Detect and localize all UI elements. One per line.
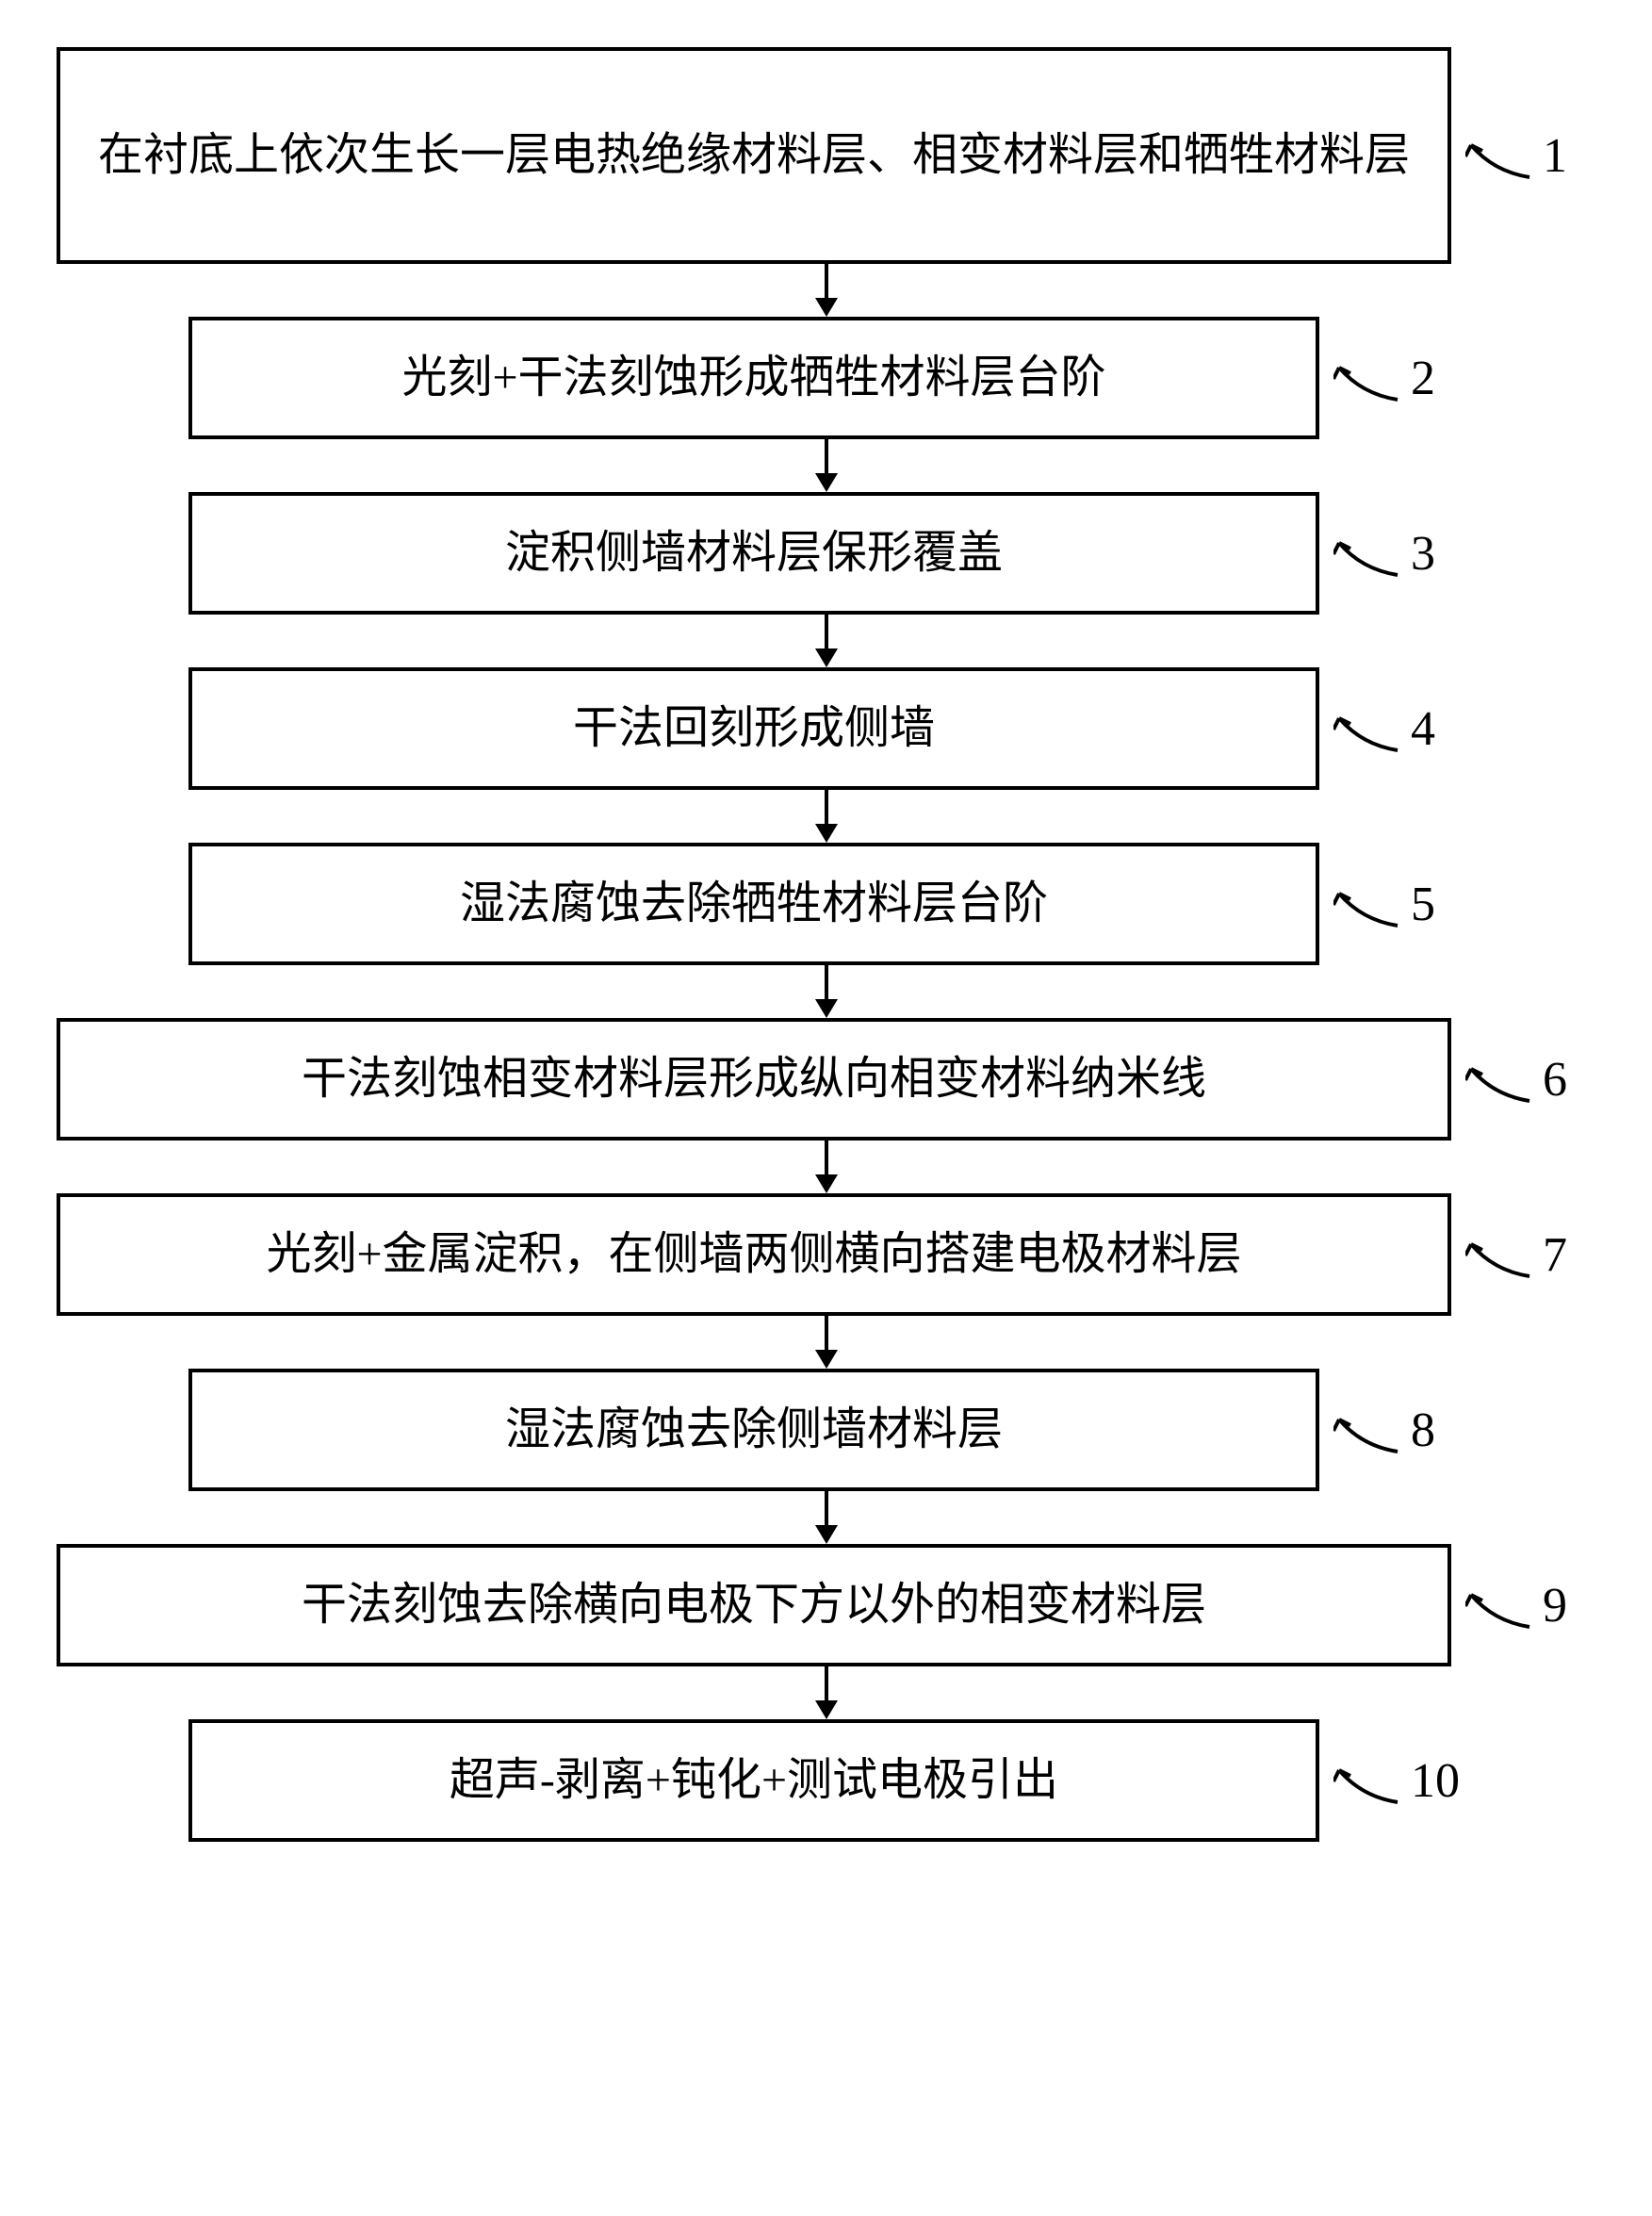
step-box-2: 光刻+干法刻蚀形成牺牲材料层台阶 [188, 317, 1319, 439]
curved-arrow-icon [1333, 1406, 1399, 1453]
connector-arrow [57, 615, 1595, 667]
connector-arrow [57, 1491, 1595, 1544]
step-box-4: 干法回刻形成侧墙 [188, 667, 1319, 790]
step-row-2: 光刻+干法刻蚀形成牺牲材料层台阶 2 [57, 317, 1595, 439]
step-label-2: 2 [1333, 351, 1435, 406]
connector-arrow [57, 790, 1595, 843]
step-number: 6 [1543, 1052, 1567, 1108]
step-text: 湿法腐蚀去除侧墙材料层 [505, 1387, 1003, 1472]
step-number: 3 [1411, 526, 1435, 582]
curved-arrow-icon [1465, 1231, 1531, 1278]
step-row-3: 淀积侧墙材料层保形覆盖 3 [57, 492, 1595, 615]
step-text: 淀积侧墙材料层保形覆盖 [505, 510, 1003, 596]
connector-arrow [57, 1316, 1595, 1369]
step-row-8: 湿法腐蚀去除侧墙材料层 8 [57, 1369, 1595, 1491]
connector-arrow [57, 1141, 1595, 1193]
step-number: 2 [1411, 351, 1435, 406]
step-box-9: 干法刻蚀去除横向电极下方以外的相变材料层 [57, 1544, 1451, 1666]
step-label-9: 9 [1465, 1578, 1567, 1633]
down-arrow-icon [808, 264, 845, 317]
down-arrow-icon [808, 615, 845, 667]
step-number: 10 [1411, 1753, 1460, 1809]
curved-arrow-icon [1333, 880, 1399, 927]
down-arrow-icon [808, 790, 845, 843]
step-row-5: 湿法腐蚀去除牺牲材料层台阶 5 [57, 843, 1595, 965]
curved-arrow-icon [1333, 1757, 1399, 1804]
curved-arrow-icon [1333, 354, 1399, 402]
step-number: 1 [1543, 128, 1567, 184]
step-text: 湿法腐蚀去除牺牲材料层台阶 [460, 861, 1048, 946]
curved-arrow-icon [1465, 1582, 1531, 1629]
step-box-10: 超声-剥离+钝化+测试电极引出 [188, 1719, 1319, 1842]
step-box-7: 光刻+金属淀积，在侧墙两侧横向搭建电极材料层 [57, 1193, 1451, 1316]
step-label-5: 5 [1333, 877, 1435, 932]
step-label-4: 4 [1333, 701, 1435, 757]
curved-arrow-icon [1333, 530, 1399, 577]
connector-arrow [57, 264, 1595, 317]
step-label-8: 8 [1333, 1403, 1435, 1458]
step-row-6: 干法刻蚀相变材料层形成纵向相变材料纳米线 6 [57, 1018, 1595, 1141]
step-text: 光刻+干法刻蚀形成牺牲材料层台阶 [401, 335, 1105, 420]
step-row-10: 超声-剥离+钝化+测试电极引出 10 [57, 1719, 1595, 1842]
step-text: 干法刻蚀去除横向电极下方以外的相变材料层 [302, 1562, 1206, 1648]
step-label-10: 10 [1333, 1753, 1460, 1809]
down-arrow-icon [808, 965, 845, 1018]
down-arrow-icon [808, 1141, 845, 1193]
down-arrow-icon [808, 439, 845, 492]
curved-arrow-icon [1465, 132, 1531, 179]
connector-arrow [57, 965, 1595, 1018]
step-text: 超声-剥离+钝化+测试电极引出 [450, 1737, 1058, 1823]
step-box-6: 干法刻蚀相变材料层形成纵向相变材料纳米线 [57, 1018, 1451, 1141]
step-text: 干法刻蚀相变材料层形成纵向相变材料纳米线 [302, 1036, 1206, 1122]
step-number: 4 [1411, 701, 1435, 757]
connector-arrow [57, 439, 1595, 492]
down-arrow-icon [808, 1316, 845, 1369]
step-number: 5 [1411, 877, 1435, 932]
down-arrow-icon [808, 1491, 845, 1544]
flowchart-container: 在衬底上依次生长一层电热绝缘材料层、相变材料层和牺牲材料层 1 光刻+干法刻蚀形… [57, 47, 1595, 1842]
step-label-6: 6 [1465, 1052, 1567, 1108]
down-arrow-icon [808, 1666, 845, 1719]
step-text: 干法回刻形成侧墙 [573, 685, 935, 771]
step-row-9: 干法刻蚀去除横向电极下方以外的相变材料层 9 [57, 1544, 1595, 1666]
step-number: 8 [1411, 1403, 1435, 1458]
step-label-7: 7 [1465, 1227, 1567, 1283]
step-row-1: 在衬底上依次生长一层电热绝缘材料层、相变材料层和牺牲材料层 1 [57, 47, 1595, 264]
step-box-3: 淀积侧墙材料层保形覆盖 [188, 492, 1319, 615]
step-box-8: 湿法腐蚀去除侧墙材料层 [188, 1369, 1319, 1491]
step-box-1: 在衬底上依次生长一层电热绝缘材料层、相变材料层和牺牲材料层 [57, 47, 1451, 264]
connector-arrow [57, 1666, 1595, 1719]
step-text: 在衬底上依次生长一层电热绝缘材料层、相变材料层和牺牲材料层 [98, 112, 1410, 198]
step-text: 光刻+金属淀积，在侧墙两侧横向搭建电极材料层 [266, 1211, 1241, 1297]
curved-arrow-icon [1333, 705, 1399, 752]
step-row-7: 光刻+金属淀积，在侧墙两侧横向搭建电极材料层 7 [57, 1193, 1595, 1316]
step-number: 9 [1543, 1578, 1567, 1633]
step-label-1: 1 [1465, 128, 1567, 184]
curved-arrow-icon [1465, 1056, 1531, 1103]
step-row-4: 干法回刻形成侧墙 4 [57, 667, 1595, 790]
step-label-3: 3 [1333, 526, 1435, 582]
step-number: 7 [1543, 1227, 1567, 1283]
step-box-5: 湿法腐蚀去除牺牲材料层台阶 [188, 843, 1319, 965]
